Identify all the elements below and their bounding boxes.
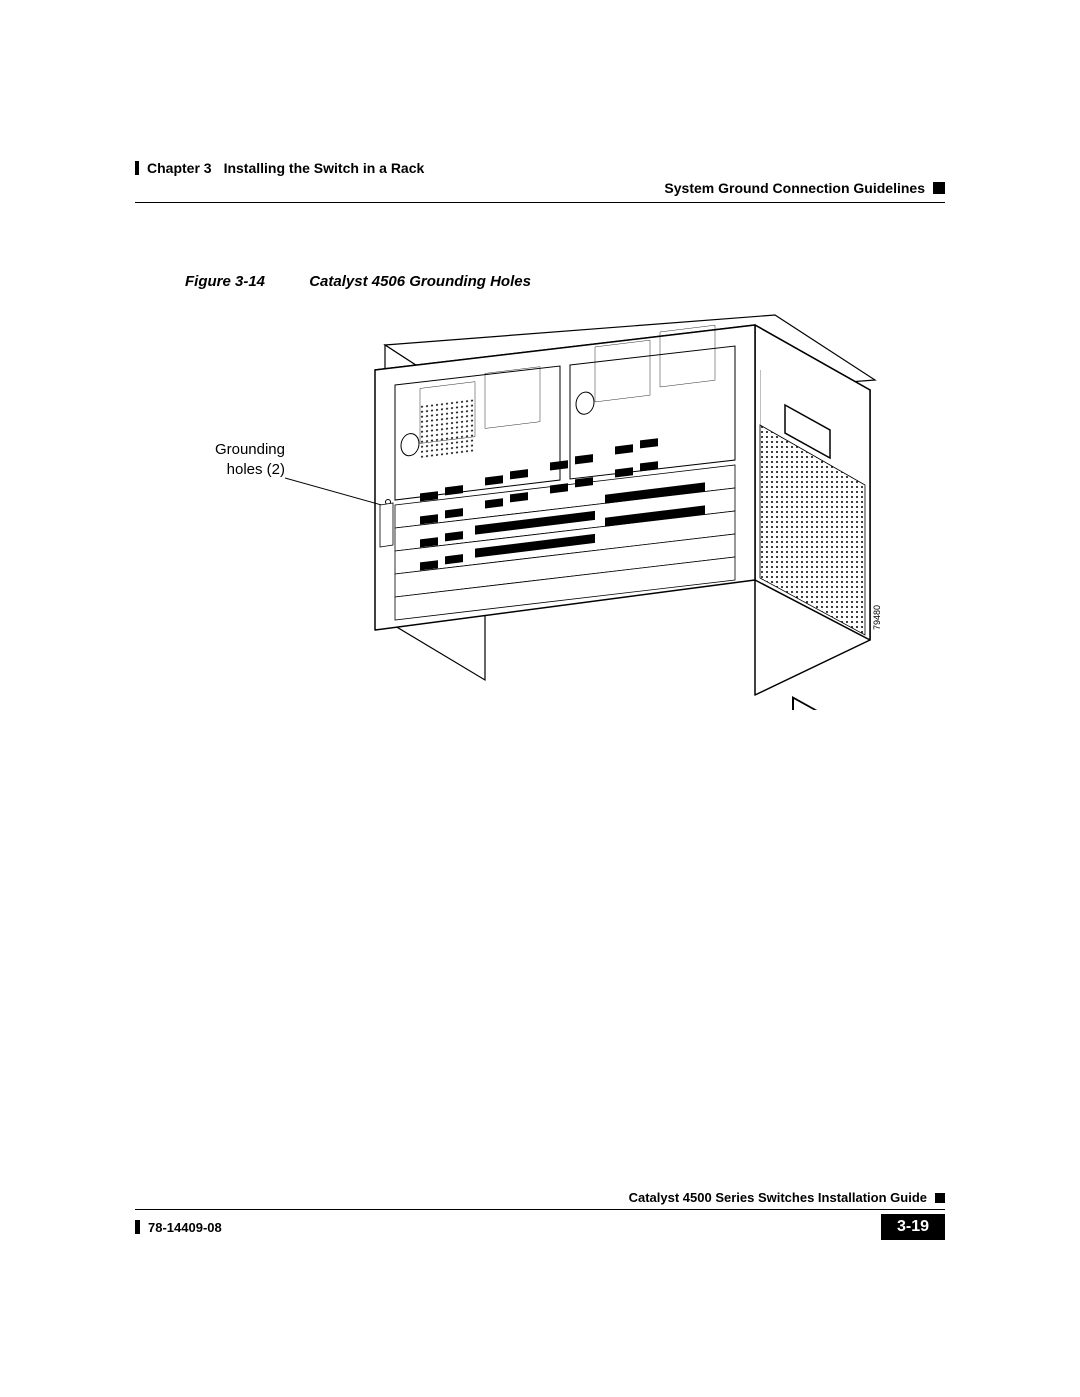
grounding-callout: Grounding holes (2)	[165, 440, 285, 479]
footer-top-row: Catalyst 4500 Series Switches Installati…	[135, 1190, 945, 1205]
page-footer: Catalyst 4500 Series Switches Installati…	[135, 1190, 945, 1240]
document-page: Chapter 3 Installing the Switch in a Rac…	[135, 160, 945, 1240]
callout-line-2: holes (2)	[165, 460, 285, 480]
footer-half-square-icon	[135, 1220, 140, 1234]
header-divider	[135, 202, 945, 203]
section-bullet-icon	[933, 182, 945, 194]
figure-number: Figure 3-14	[185, 273, 265, 290]
page-number: 3-19	[881, 1214, 945, 1240]
section-title: System Ground Connection Guidelines	[664, 180, 925, 196]
chassis-diagram: 79480	[285, 310, 905, 710]
figure-image-id: 79480	[872, 605, 882, 630]
footer-square-icon	[935, 1193, 945, 1203]
header-section-row: System Ground Connection Guidelines	[135, 180, 945, 196]
header-chapter-row: Chapter 3 Installing the Switch in a Rac…	[135, 160, 945, 176]
figure-title: Catalyst 4506 Grounding Holes	[309, 273, 531, 290]
figure-area: Grounding holes (2)	[135, 310, 945, 730]
footer-divider	[135, 1209, 945, 1210]
chapter-title: Installing the Switch in a Rack	[224, 160, 425, 176]
guide-title: Catalyst 4500 Series Switches Installati…	[629, 1190, 927, 1205]
doc-number: 78-14409-08	[148, 1220, 222, 1235]
figure-block: Figure 3-14 Catalyst 4506 Grounding Hole…	[135, 273, 945, 730]
chapter-label: Chapter 3	[147, 160, 212, 176]
header-bar-icon	[135, 161, 139, 175]
callout-line-1: Grounding	[165, 440, 285, 460]
footer-bottom-row: 78-14409-08 3-19	[135, 1214, 945, 1240]
figure-caption: Figure 3-14 Catalyst 4506 Grounding Hole…	[185, 273, 945, 290]
